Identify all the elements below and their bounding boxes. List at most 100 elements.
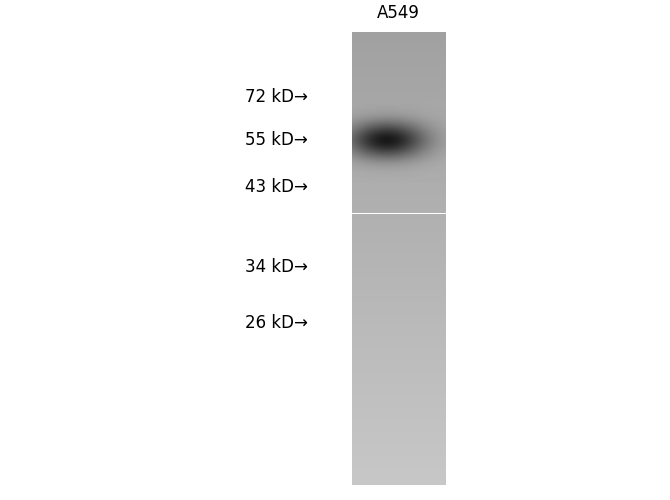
Bar	[352, 100, 446, 102]
Bar	[352, 104, 446, 105]
Bar	[352, 443, 446, 444]
Bar	[352, 420, 446, 422]
Bar	[352, 404, 446, 405]
Bar	[352, 154, 446, 156]
Bar	[352, 118, 446, 120]
Bar	[352, 468, 446, 470]
Bar	[352, 280, 446, 281]
Bar	[352, 192, 446, 194]
Bar	[352, 476, 446, 478]
Bar	[352, 37, 446, 38]
Bar	[352, 390, 446, 392]
Bar	[352, 366, 446, 368]
Bar	[352, 252, 446, 254]
Bar	[352, 204, 446, 206]
Bar	[352, 230, 446, 232]
Bar	[352, 452, 446, 454]
Bar	[352, 312, 446, 313]
Bar	[352, 424, 446, 426]
Bar	[352, 248, 446, 250]
Bar	[352, 270, 446, 271]
Bar	[352, 190, 446, 191]
Bar	[352, 396, 446, 398]
Bar	[352, 55, 446, 56]
Text: 34 kD→: 34 kD→	[245, 258, 308, 276]
Bar	[352, 455, 446, 456]
Bar	[352, 80, 446, 81]
Bar	[352, 72, 446, 73]
Bar	[352, 374, 446, 375]
Bar	[352, 112, 446, 114]
Bar	[352, 334, 446, 336]
Bar	[352, 194, 446, 196]
Bar	[352, 349, 446, 351]
Text: 43 kD→: 43 kD→	[245, 178, 308, 196]
Bar	[352, 274, 446, 276]
Bar	[352, 416, 446, 417]
Bar	[352, 52, 446, 54]
Bar	[352, 331, 446, 332]
Bar	[352, 168, 446, 170]
Bar	[352, 239, 446, 240]
Bar	[352, 410, 446, 411]
Bar	[352, 434, 446, 435]
Bar	[352, 480, 446, 482]
Bar	[352, 466, 446, 467]
Bar	[352, 313, 446, 314]
Bar	[352, 105, 446, 106]
Bar	[352, 102, 446, 104]
Bar	[352, 346, 446, 348]
Bar	[352, 398, 446, 399]
Bar	[352, 138, 446, 140]
Bar	[352, 36, 446, 37]
Bar	[352, 99, 446, 100]
Bar	[352, 478, 446, 479]
Bar	[352, 354, 446, 356]
Bar	[352, 352, 446, 354]
Bar	[352, 381, 446, 382]
Bar	[352, 460, 446, 461]
Bar	[352, 393, 446, 394]
Bar	[352, 232, 446, 233]
Bar	[352, 277, 446, 278]
Bar	[352, 226, 446, 227]
Bar	[352, 344, 446, 346]
Bar	[352, 158, 446, 159]
Bar	[352, 340, 446, 342]
Bar	[352, 236, 446, 238]
Bar	[352, 256, 446, 257]
Bar	[352, 450, 446, 452]
Bar	[352, 363, 446, 364]
Bar	[352, 332, 446, 334]
Bar	[352, 295, 446, 296]
Bar	[352, 215, 446, 216]
Bar	[352, 444, 446, 446]
Bar	[352, 173, 446, 174]
Bar	[352, 364, 446, 366]
Text: A549: A549	[377, 4, 420, 22]
Bar	[352, 218, 446, 220]
Bar	[352, 78, 446, 80]
Bar	[352, 116, 446, 117]
Bar	[352, 446, 446, 448]
Bar	[352, 254, 446, 256]
Bar	[352, 412, 446, 414]
Bar	[352, 388, 446, 390]
Bar	[352, 290, 446, 292]
Bar	[352, 399, 446, 400]
Bar	[352, 369, 446, 370]
Bar	[352, 233, 446, 234]
Bar	[352, 66, 446, 67]
Bar	[352, 242, 446, 244]
Bar	[352, 375, 446, 376]
Bar	[352, 356, 446, 357]
Bar	[352, 461, 446, 462]
Bar	[352, 245, 446, 246]
Bar	[352, 150, 446, 152]
Bar	[352, 76, 446, 78]
Bar	[352, 48, 446, 49]
Bar	[352, 227, 446, 228]
Bar	[352, 60, 446, 61]
Bar	[352, 182, 446, 184]
Bar	[352, 122, 446, 123]
